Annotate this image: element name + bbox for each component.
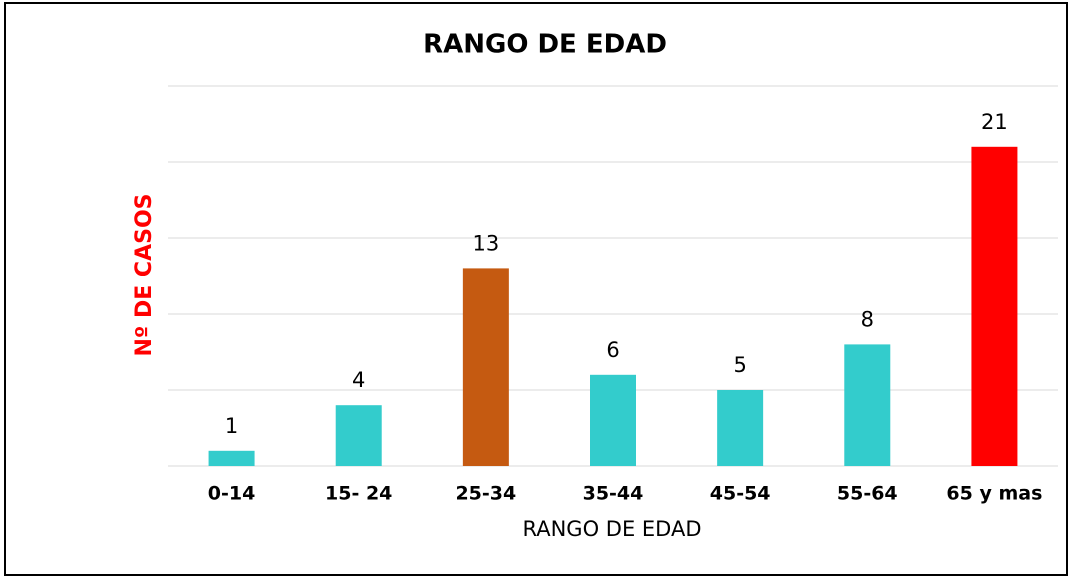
bar	[208, 450, 255, 466]
data-label: 13	[472, 231, 499, 255]
data-label: 8	[861, 307, 874, 331]
data-label: 6	[606, 338, 619, 362]
bar	[335, 405, 382, 466]
data-label: 4	[352, 368, 365, 392]
data-label: 1	[225, 414, 238, 438]
bar	[971, 146, 1018, 467]
x-tick-label: 25-34	[455, 483, 516, 505]
chart-frame	[4, 2, 1068, 576]
x-tick-label: 0-14	[208, 483, 256, 505]
y-axis-title: Nº DE CASOS	[132, 194, 157, 357]
bar	[590, 374, 636, 466]
x-tick-label: 65 y mas	[946, 483, 1042, 505]
x-tick-label: 45-54	[710, 483, 771, 505]
x-tick-label: 15- 24	[325, 483, 392, 505]
x-axis-title: RANGO DE EDAD	[522, 517, 701, 541]
x-tick-label: 55-64	[837, 483, 898, 505]
bar	[844, 344, 891, 466]
x-tick-label: 35-44	[583, 483, 644, 505]
data-label: 21	[981, 110, 1008, 134]
chart-title: RANGO DE EDAD	[423, 30, 667, 60]
data-label: 5	[733, 353, 746, 377]
bar	[462, 268, 509, 466]
bar	[717, 390, 764, 466]
